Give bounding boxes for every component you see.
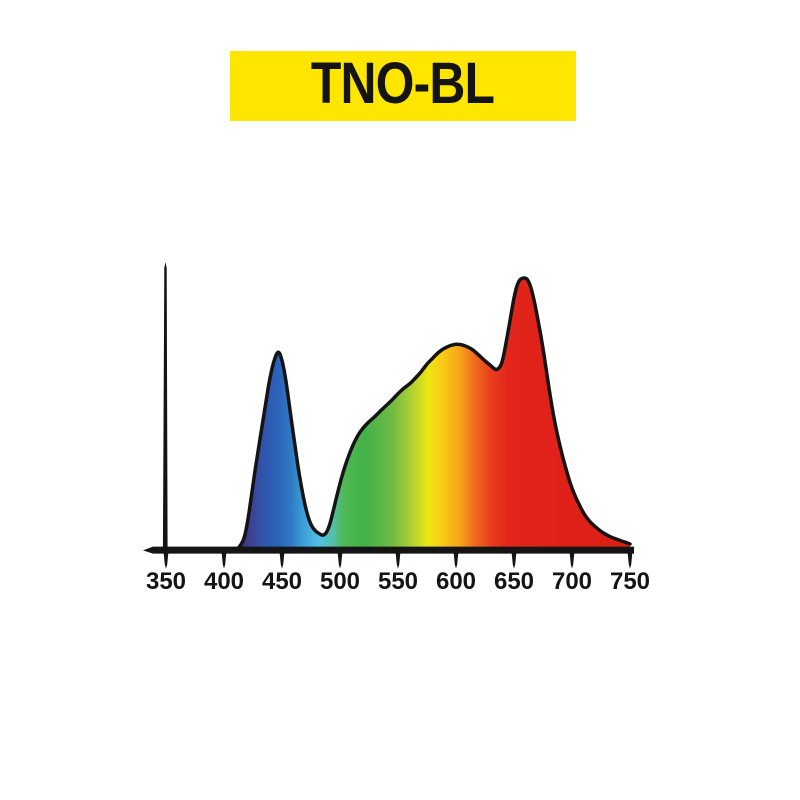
y-axis [162,262,168,552]
x-axis [143,546,634,554]
x-axis-tick [221,547,227,569]
chart-title: TNO-BL [311,51,495,116]
chart-title-banner: TNO-BL [230,51,576,121]
x-axis-tick [627,547,633,569]
x-axis-ticks [163,547,633,569]
x-tick-label: 350 [146,568,186,595]
x-axis-tick [395,547,401,569]
x-tick-label: 450 [262,568,302,595]
x-axis-tick [337,547,343,569]
x-tick-label: 750 [610,568,650,595]
x-axis-tick [569,547,575,569]
x-tick-label: 500 [320,568,360,595]
x-tick-label: 650 [494,568,534,595]
x-axis-tick [163,547,169,569]
x-axis-tick [279,547,285,569]
x-tick-label: 400 [204,568,244,595]
x-tick-label: 550 [378,568,418,595]
x-tick-label: 700 [552,568,592,595]
x-axis-tick [453,547,459,569]
x-axis-tick [511,547,517,569]
spectrum-outline [236,276,632,551]
x-axis-labels: 350 400 450 500 550 600 650 700 750 [146,568,650,595]
spectrum-area [237,278,630,550]
x-tick-label: 600 [436,568,476,595]
